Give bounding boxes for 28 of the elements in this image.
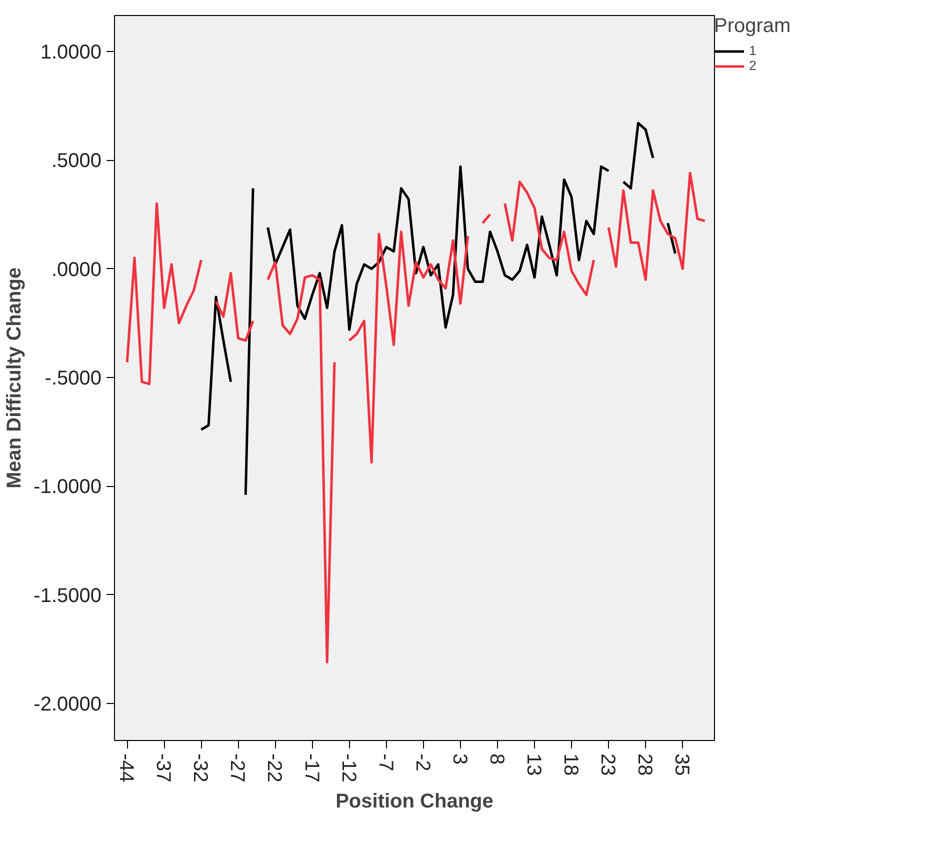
x-tick-label: -17 [300,754,322,782]
legend-title: Program [714,15,791,38]
x-tick-label: 13 [522,754,544,776]
x-tick-label: 18 [560,754,582,776]
y-tick-label: -1.0000 [34,476,102,498]
y-tick-label: 1.0000 [40,41,102,64]
legend-label: 2 [749,58,758,73]
x-tick-label: 35 [670,754,693,776]
y-tick-label: -1.5000 [34,584,102,607]
x-tick-label: -12 [337,754,360,782]
y-tick-label: -.5000 [44,367,102,390]
x-axis-title: Position Change [336,790,494,812]
y-axis-title: Mean Difficulty Change [4,267,26,489]
x-tick-label: -27 [226,754,248,782]
x-tick-label: -44 [115,754,138,782]
y-tick-label: -2.0000 [34,694,102,716]
y-tick-label: .0000 [51,258,102,281]
x-tick-label: -2 [411,754,434,772]
x-tick-label: 3 [448,754,470,765]
y-tick-label: .5000 [51,150,102,172]
legend-label: 1 [749,43,758,58]
x-tick-label: 28 [634,754,656,776]
x-tick-label: -32 [189,754,212,782]
x-tick-label: -37 [152,754,174,782]
x-tick-label: -7 [374,754,396,772]
x-tick-label: -22 [263,754,286,782]
x-tick-label: 8 [485,754,508,765]
x-tick-label: 23 [596,754,619,776]
